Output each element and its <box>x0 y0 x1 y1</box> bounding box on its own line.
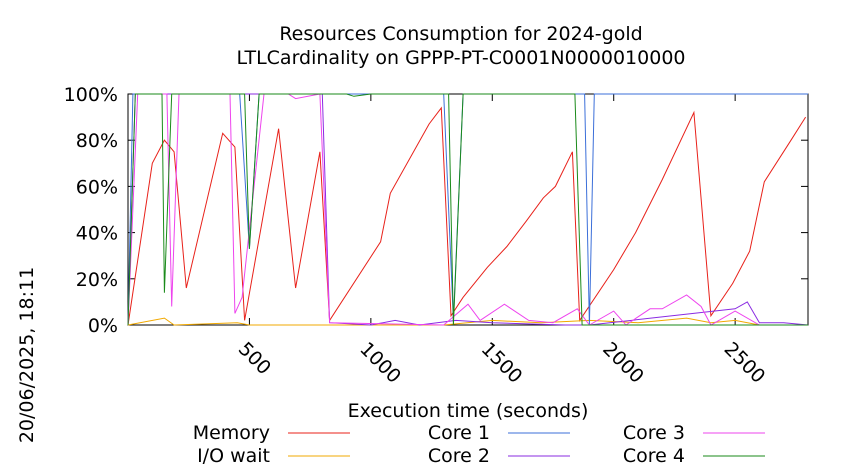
series-line-i-o-wait <box>127 317 808 326</box>
side-timestamp-label: 20/06/2025, 18:11 <box>16 267 38 443</box>
x-tick-label: 2500 <box>720 338 770 388</box>
legend-label-core-1: Core 1 <box>428 422 490 444</box>
series-line-core-4 <box>127 93 808 326</box>
series-line-core-1 <box>127 93 808 326</box>
y-tick-label: 80% <box>76 130 118 152</box>
x-tick-label: 500 <box>234 338 275 379</box>
y-tick-label: 100% <box>64 84 118 106</box>
series-line-core-3 <box>127 93 808 326</box>
y-tick-label: 20% <box>76 269 118 291</box>
chart-title: Resources Consumption for 2024-gold <box>279 23 642 45</box>
legend-label-core-3: Core 3 <box>623 422 685 444</box>
x-tick-label: 1500 <box>477 338 527 388</box>
legend-label-memory: Memory <box>193 422 270 444</box>
chart-subtitle: LTLCardinality on GPPP-PT-C0001N00000100… <box>237 47 686 69</box>
legend-label-i-o-wait: I/O wait <box>197 445 270 467</box>
y-tick-label: 40% <box>76 223 118 245</box>
legend-label-core-2: Core 2 <box>428 445 490 467</box>
plot-frame <box>127 93 809 326</box>
legend-label-core-4: Core 4 <box>623 445 685 467</box>
y-tick-label: 0% <box>88 315 118 337</box>
y-tick-label: 60% <box>76 176 118 198</box>
series-line-memory <box>127 106 807 326</box>
x-axis-label: Execution time (seconds) <box>348 400 589 422</box>
x-tick-label: 1000 <box>355 338 405 388</box>
series-line-core-2 <box>127 93 809 326</box>
plot-area: 0% 20% 40% 60% 80% 100% 500 1000 1500 2000 2500 <box>64 84 809 388</box>
x-tick-label: 2000 <box>598 338 648 388</box>
